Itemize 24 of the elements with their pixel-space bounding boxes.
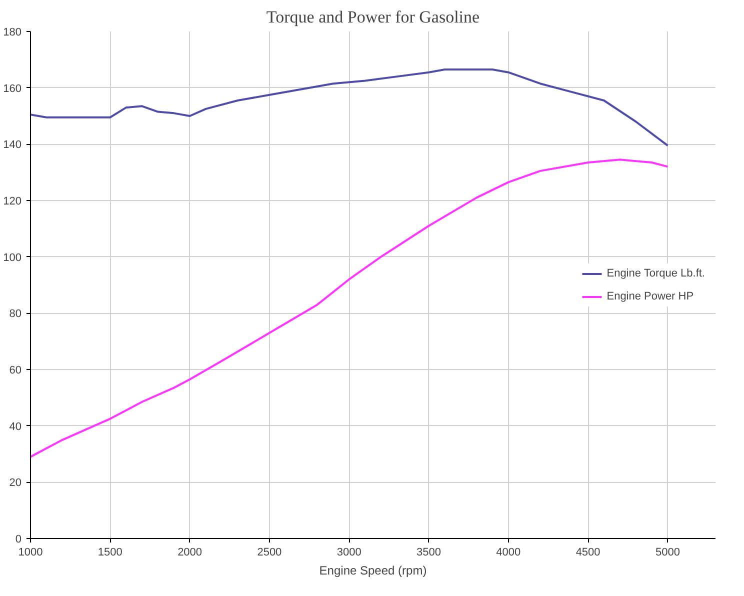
x-tick-label: 3000	[336, 546, 362, 558]
x-tick-label: 4500	[576, 546, 600, 558]
x-tick-label: 2500	[257, 546, 282, 558]
y-tick-label: 180	[3, 26, 22, 38]
y-tick-label: 40	[9, 420, 22, 433]
y-tick-label: 80	[9, 308, 22, 320]
x-tick-label: 4000	[496, 546, 521, 558]
chart-title: Torque and Power for Gasoline	[266, 8, 480, 26]
legend-label: Engine Power HP	[606, 290, 694, 302]
x-tick-label: 1500	[98, 546, 122, 558]
line-series	[30, 68, 669, 147]
y-tick-label: 120	[3, 196, 22, 208]
y-tick-label: 160	[3, 82, 22, 95]
y-tick-label: 100	[3, 252, 22, 264]
x-tick-label: 3500	[416, 546, 442, 558]
x-axis-title: Engine Speed (rpm)	[319, 564, 427, 578]
legend-label: Engine Torque Lb.ft.	[606, 267, 705, 279]
x-tick-label: 1000	[18, 546, 43, 558]
y-tick-label: 140	[3, 139, 22, 152]
y-tick-label: 60	[9, 364, 22, 376]
x-tick-label: 5000	[655, 546, 680, 558]
y-tick-label: 0	[15, 534, 22, 546]
x-tick-label: 2000	[178, 546, 202, 558]
y-tick-label: 20	[9, 477, 22, 490]
